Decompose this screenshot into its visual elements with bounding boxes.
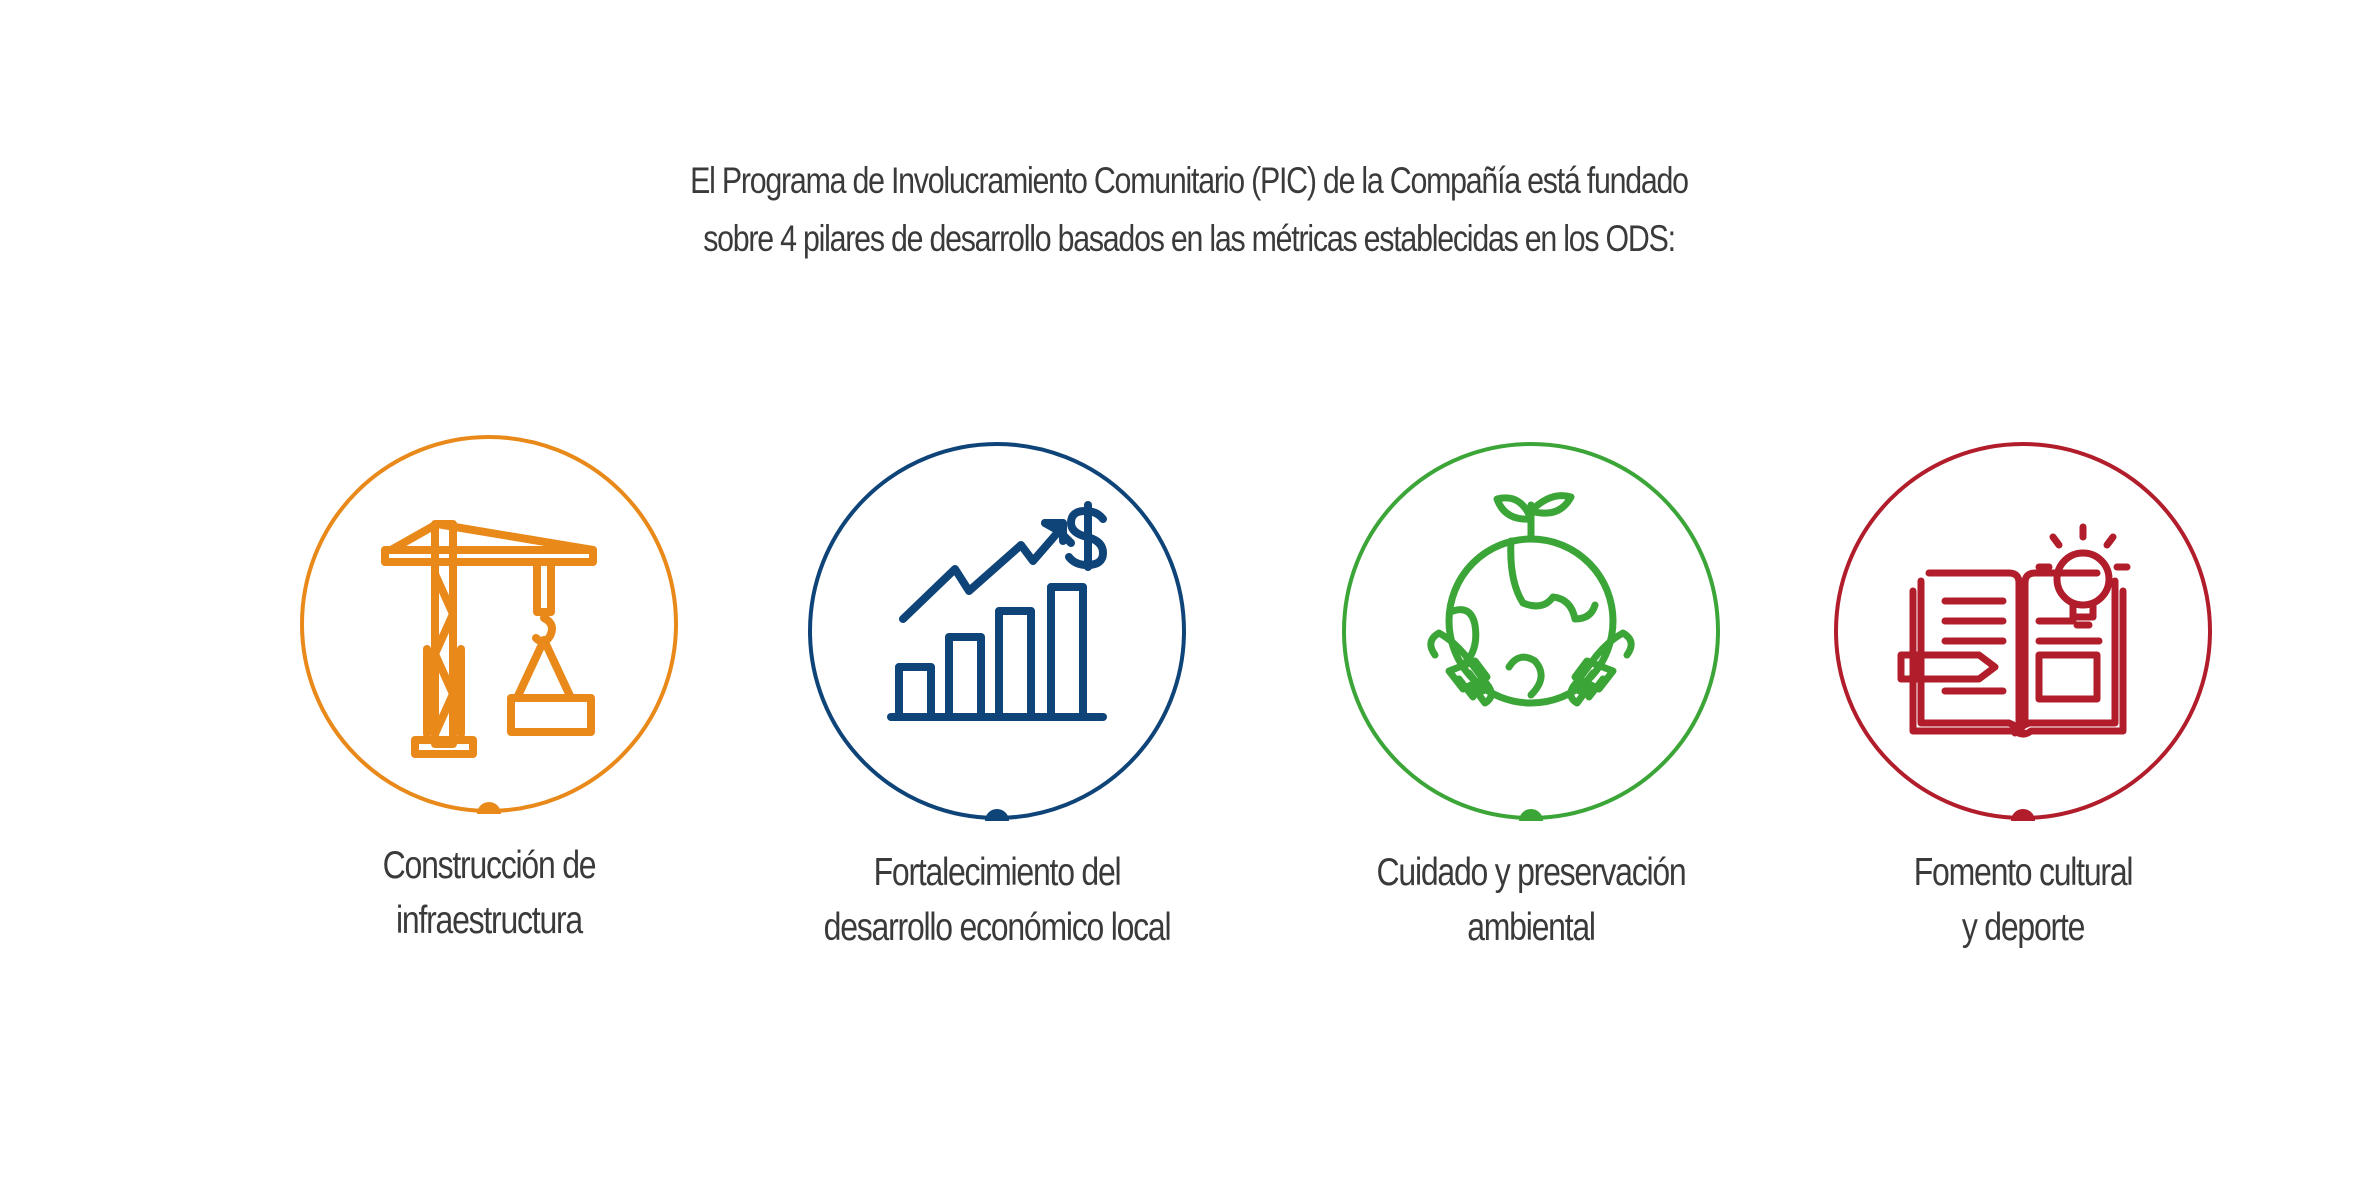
ring-marker-dot (985, 809, 1009, 821)
pillar-culture: Fomento cultural y deporte (1833, 441, 2213, 981)
pillar-caption: Fortalecimiento del desarrollo económico… (751, 845, 1243, 955)
pillar-caption: Construcción de infraestructura (243, 838, 735, 948)
construction-crane-icon (381, 520, 597, 758)
pillar-caption-line-2: y deporte (1961, 906, 2085, 949)
pillar-caption-line-1: Cuidado y preservación (1376, 851, 1687, 894)
ring-marker-dot (2011, 809, 2035, 821)
pillar-caption-line-1: Fortalecimiento del (873, 851, 1122, 894)
globe-hands-sprout-icon (1427, 492, 1635, 707)
pillar-ring (808, 442, 1186, 821)
ring-marker-dot (477, 802, 501, 814)
pillar-ring (1834, 442, 2212, 821)
intro-line-2: sobre 4 pilares de desarrollo basados en… (703, 218, 1676, 259)
pillar-ring (1342, 442, 1720, 821)
growth-chart-dollar-icon (887, 501, 1107, 721)
intro-text: El Programa de Involucramiento Comunitar… (533, 152, 1845, 268)
pillar-caption-line-2: ambiental (1467, 906, 1596, 949)
pillar-caption-line-1: Construcción de (382, 844, 597, 887)
ring-marker-dot (1519, 809, 1543, 821)
book-lightbulb-icon (1897, 523, 2131, 738)
pillar-environment: Cuidado y preservación ambiental (1341, 441, 1721, 981)
intro-line-1: El Programa de Involucramiento Comunitar… (690, 160, 1689, 201)
pillar-caption-line-1: Fomento cultural (1913, 851, 2134, 894)
pillar-ring (300, 435, 678, 814)
pillar-caption: Fomento cultural y deporte (1777, 845, 2269, 955)
pillar-caption-line-2: infraestructura (396, 899, 583, 942)
pillar-infrastructure: Construcción de infraestructura (299, 434, 679, 974)
pillar-economic: Fortalecimiento del desarrollo económico… (807, 441, 1187, 981)
pillar-caption: Cuidado y preservación ambiental (1285, 845, 1777, 955)
pillar-caption-line-2: desarrollo económico local (823, 906, 1172, 949)
